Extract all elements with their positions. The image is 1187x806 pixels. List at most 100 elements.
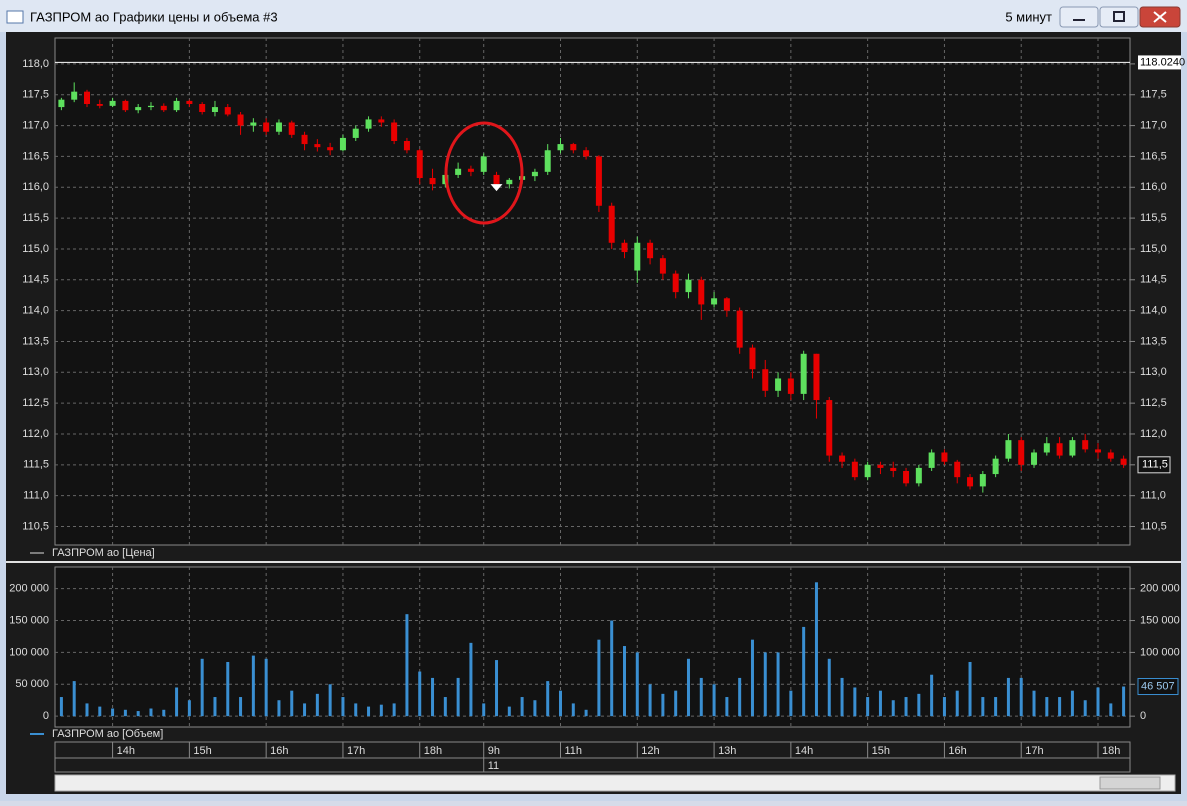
candle-body [480, 156, 487, 172]
candle-body [979, 474, 986, 487]
candle-body [1082, 440, 1089, 450]
candle-body [365, 119, 372, 129]
volume-bar [1032, 690, 1036, 717]
y-tick-label: 111,0 [23, 490, 49, 502]
x-tick-label: 16h [270, 745, 288, 757]
candle-body [711, 298, 718, 305]
volume-bar [443, 697, 447, 717]
candle-body [967, 477, 974, 487]
y-tick-label: 150 000 [1140, 614, 1180, 626]
window-title: ГАЗПРОМ ао Графики цены и объема #3 [30, 9, 278, 24]
volume-bar [98, 706, 102, 717]
y-tick-label: 112,0 [1140, 428, 1167, 440]
volume-bar [597, 639, 601, 717]
candle-body [224, 107, 231, 115]
x-tick-label: 17h [347, 745, 365, 757]
candle-body [1056, 443, 1063, 456]
candle-body [493, 174, 500, 185]
interval[interactable]: 5 минут [1005, 9, 1052, 24]
candle-body [71, 91, 78, 100]
candle-body [147, 105, 154, 108]
volume-bar [738, 677, 742, 717]
volume-bar [507, 706, 511, 717]
volume-bar [123, 709, 127, 717]
volume-bar [200, 658, 204, 717]
volume-bar [1045, 697, 1049, 717]
y-tick-label: 117,5 [22, 89, 49, 101]
y-tick-label: 113,5 [1140, 335, 1167, 347]
candle-body [749, 347, 756, 370]
candle-body [1005, 440, 1012, 459]
candle-body [96, 103, 103, 106]
y-tick-label: 100 000 [9, 646, 49, 658]
candle-body [1043, 443, 1050, 453]
candle-body [199, 103, 206, 113]
value-box [1137, 456, 1171, 474]
y-tick-label: 114,5 [22, 274, 49, 286]
volume-legend[interactable]: ГАЗПРОМ ао [Объем] [52, 728, 163, 740]
value-box [1137, 678, 1179, 696]
candle-body [698, 279, 705, 305]
volume-bar [290, 690, 294, 717]
y-tick-label: 118,0 [22, 58, 49, 70]
candle-body [787, 378, 794, 394]
candle-body [391, 122, 398, 142]
y-tick-label: 112,5 [22, 397, 49, 409]
highlight-circle [444, 121, 524, 225]
volume-bar [239, 697, 243, 717]
maximize-button[interactable] [1099, 6, 1139, 28]
volume-bar [776, 652, 780, 717]
volume-bar [533, 700, 537, 717]
volume-bar [968, 661, 972, 717]
candle-body [954, 461, 961, 478]
volume-bar [72, 681, 76, 717]
candle-body [211, 107, 218, 113]
candle-body [250, 122, 257, 126]
candle-body [1018, 440, 1025, 465]
volume-bar [1109, 703, 1113, 717]
candle-body [685, 279, 692, 293]
scroll-thumb[interactable] [1099, 776, 1161, 790]
price-legend[interactable]: ГАЗПРОМ ао [Цена] [52, 547, 155, 559]
y-tick-label: 200 000 [9, 583, 49, 595]
y-tick-label: 116,5 [1140, 150, 1167, 162]
volume-bar [264, 658, 268, 717]
scrollbar[interactable] [54, 774, 1176, 792]
x-tick-label: 9h [488, 745, 500, 757]
candle-body [160, 105, 167, 111]
last-volume-label: 46 507 [1141, 680, 1175, 692]
volume-bar [942, 697, 946, 717]
minimize-button[interactable] [1059, 6, 1099, 28]
y-tick-label: 116,5 [22, 150, 49, 162]
candle-body [826, 400, 833, 456]
high-label: 118.0240 [1140, 56, 1185, 68]
candle-body [928, 452, 935, 468]
y-tick-label: 115,5 [1140, 212, 1167, 224]
x-tick-label: 13h [718, 745, 736, 757]
volume-bar [175, 687, 179, 717]
x-tick-label: 14h [795, 745, 813, 757]
volume-bar [1083, 700, 1087, 717]
time-axis [54, 741, 1131, 773]
volume-bar [750, 639, 754, 717]
candle-body [416, 150, 423, 179]
volume-bar [418, 671, 422, 717]
candle-body [570, 144, 577, 151]
candle-body [903, 470, 910, 484]
candle-body [237, 114, 244, 126]
volume-bar [853, 687, 857, 717]
y-tick-label: 114,0 [1140, 305, 1167, 317]
volume-bar [277, 700, 281, 717]
volume-bar [559, 690, 563, 717]
candle-body [672, 273, 679, 293]
candle-body [800, 353, 807, 394]
y-tick-label: 115,0 [1140, 243, 1167, 255]
y-tick-label: 112,0 [22, 428, 49, 440]
y-tick-label: 0 [1140, 710, 1146, 722]
candle-body [608, 205, 615, 243]
y-tick-label: 117,0 [1140, 119, 1167, 131]
y-tick-label: 117,0 [22, 119, 49, 131]
candle-body [339, 137, 346, 151]
volume-bar [1006, 677, 1010, 717]
candle-body [1069, 440, 1076, 456]
